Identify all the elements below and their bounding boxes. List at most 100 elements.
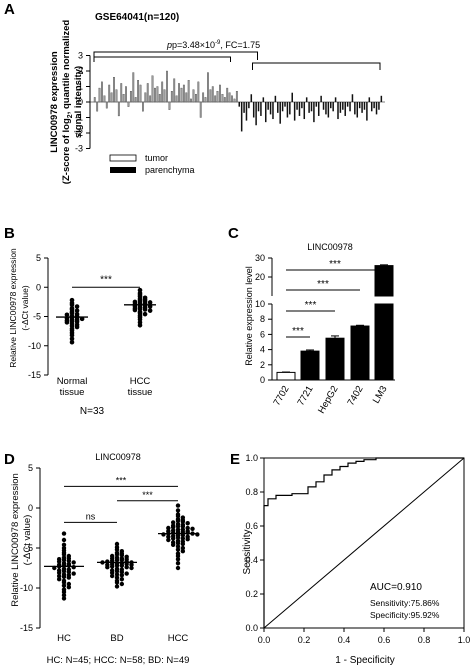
panel-e-x-label: 1 - Specificity: [335, 655, 394, 666]
bar-tumor: [178, 83, 180, 103]
panel-label-d: D: [4, 451, 15, 468]
y-tick-label: 3: [78, 51, 83, 61]
data-point: [66, 585, 72, 590]
bar-tumor: [214, 95, 217, 103]
bar: [276, 371, 296, 381]
data-point: [175, 561, 181, 566]
panel-label-c: C: [228, 225, 239, 242]
panel-e-specificity: Specificity:95.92%: [370, 610, 440, 620]
bar-tumor: [192, 89, 195, 103]
bar-parenchyma: [332, 102, 334, 112]
category-label: tissue: [60, 387, 85, 398]
data-point: [61, 593, 67, 598]
bar-parenchyma: [277, 102, 279, 113]
data-point: [114, 580, 120, 585]
panel-e: E Sensitivity 1 - Specificity 0.00.00.20…: [230, 451, 470, 666]
bar-tumor: [98, 87, 101, 103]
category-label: tissue: [128, 387, 153, 398]
bar-parenchyma: [358, 102, 361, 109]
bar-parenchyma: [255, 102, 257, 126]
data-point: [147, 300, 153, 305]
data-point: [119, 581, 125, 587]
bar: [350, 325, 370, 381]
panel-a-legend: tumor parenchyma: [109, 153, 195, 175]
data-point: [137, 322, 143, 328]
data-point: [119, 557, 125, 563]
y-label-line-1: Relative LINC00978 expression: [8, 248, 18, 368]
bar-parenchyma: [351, 94, 354, 102]
y-tick-label: 10: [255, 299, 265, 309]
roc-curve: [263, 457, 464, 628]
y-tick-label: 4: [260, 345, 265, 355]
bar-tumor: [216, 91, 219, 103]
y-tick-label: 1: [78, 82, 83, 92]
y-label-line-3: signal intensity): [73, 66, 84, 138]
y-label-subscript: 2: [67, 114, 74, 118]
data-point: [166, 537, 171, 543]
data-point: [175, 503, 181, 508]
bar-tumor: [134, 97, 137, 103]
data-point: [61, 531, 67, 536]
panel-e-curves: [263, 457, 465, 629]
data-point: [56, 573, 62, 579]
bar-parenchyma: [317, 102, 320, 116]
bar-tumor: [122, 94, 125, 103]
panel-b-points: [56, 287, 156, 345]
data-point: [175, 557, 181, 562]
x-tick-label: 0.2: [298, 635, 311, 645]
data-point: [119, 573, 125, 578]
panel-e-sensitivity: Sensitivity:75.86%: [370, 598, 440, 608]
y-tick-label: -5: [33, 312, 41, 322]
data-point: [71, 565, 76, 570]
y-tick-label: 0.0: [245, 623, 258, 633]
data-point: [56, 577, 62, 582]
data-point: [69, 302, 75, 308]
data-point: [166, 525, 171, 531]
panel-a-pvalue: pp=3.48×10-9, FC=1.75: [166, 40, 260, 50]
bar-tumor: [125, 86, 127, 103]
y-label-line-1: Relative LINC00978 expression: [10, 473, 21, 607]
panel-c-significance: ************: [286, 259, 384, 338]
bar-parenchyma: [293, 102, 296, 121]
bar-tumor: [139, 84, 142, 103]
data-point: [74, 304, 80, 309]
bar-parenchyma: [346, 102, 349, 107]
y-tick-label: -3: [75, 144, 83, 154]
y-tick-label: 8: [260, 314, 265, 324]
y-tick-label: 0: [28, 503, 33, 513]
bar-tumor: [142, 101, 144, 112]
bar-tumor: [163, 89, 166, 103]
bar-tumor: [156, 86, 159, 103]
y-tick-label: 6: [260, 329, 265, 339]
data-point: [175, 553, 181, 559]
data-point: [190, 526, 195, 531]
bar-tumor: [231, 95, 233, 103]
bar-tumor: [154, 87, 156, 103]
y-tick-label: 2: [78, 66, 83, 76]
y-label-line-2: (Z-score of log2, quantile normalized: [61, 20, 74, 185]
panel-e-auc: AUC=0.910: [370, 582, 422, 593]
panel-b-significance: ***: [100, 275, 112, 286]
bar-parenchyma: [325, 102, 327, 115]
bar-tumor: [161, 81, 164, 103]
data-point: [61, 580, 67, 585]
panel-d-significance: ns *** ***: [64, 475, 178, 523]
y-label-line-2: (-ΔCt value): [20, 285, 30, 331]
data-point: [69, 339, 75, 345]
y-tick-label: -15: [20, 623, 33, 633]
category-label: HCC: [130, 376, 151, 387]
bracket-parenchyma: [252, 62, 381, 70]
data-point: [119, 553, 125, 558]
data-point: [180, 536, 186, 541]
bar-tumor: [221, 94, 224, 103]
y-tick-label: -10: [20, 583, 33, 593]
bar-parenchyma: [250, 94, 253, 102]
panel-label-b: B: [4, 225, 15, 242]
bar-tumor: [120, 83, 123, 103]
data-point: [119, 563, 125, 568]
bar-tumor: [96, 101, 99, 112]
bar-tumor: [113, 77, 115, 103]
bar-parenchyma: [322, 102, 325, 110]
